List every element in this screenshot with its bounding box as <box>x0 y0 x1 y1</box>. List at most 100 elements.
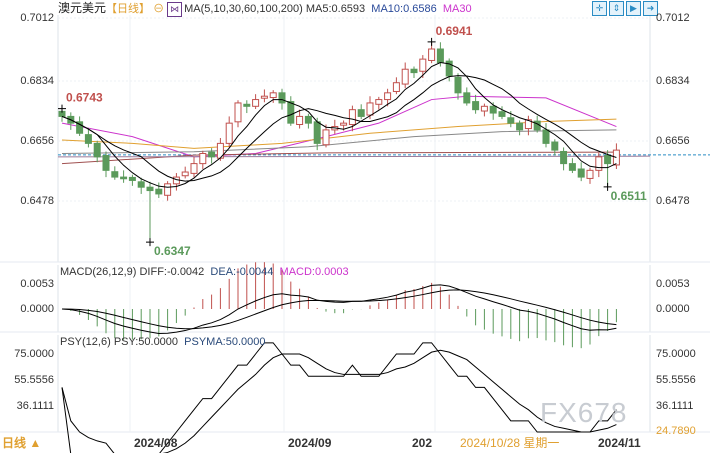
candle-body <box>111 171 119 178</box>
candle-body <box>445 60 453 77</box>
extreme-label: 0.6347 <box>154 244 191 258</box>
x-tick: 202 <box>412 436 433 450</box>
candle-body <box>260 95 268 99</box>
ma10-line <box>61 75 617 182</box>
extreme-marker <box>603 182 612 191</box>
candle-body <box>472 101 480 111</box>
y-tick: 0.6478 <box>20 195 54 207</box>
candle-body <box>392 82 400 92</box>
cursor-date: 2024/10/28 星期一 <box>460 436 560 450</box>
toolbar: ✛ ⇕ ▶ ➜ <box>592 1 660 16</box>
macd-diff-line <box>61 284 617 334</box>
candle-body <box>401 68 409 85</box>
candle-body <box>128 176 136 181</box>
extreme-label: 0.6511 <box>611 189 647 203</box>
candle-body <box>384 92 392 101</box>
symbol-title: 澳元美元 <box>58 1 107 15</box>
ma100-line <box>61 129 617 154</box>
candle-body <box>225 122 233 144</box>
indicator-icon[interactable]: ⋈ <box>167 2 183 17</box>
candle-body <box>357 109 365 117</box>
candle-body <box>181 171 189 177</box>
psy-tick-right: 55.5556 <box>656 374 696 386</box>
macd-label: MACD(26,12,9) <box>60 266 137 278</box>
ma5-value: MA5:0.6593 <box>305 3 366 15</box>
macd-value: MACD:0.0003 <box>279 266 349 278</box>
candle-body <box>76 121 84 134</box>
zoom-out-icon[interactable]: ▶ <box>626 1 641 16</box>
candle-body <box>428 48 436 61</box>
candle-body <box>454 76 462 94</box>
candle-body <box>313 121 321 144</box>
candle-body <box>568 163 576 171</box>
ma30-line <box>61 95 617 158</box>
candle-body <box>252 99 260 107</box>
scroll-right-icon[interactable]: ➜ <box>643 1 658 16</box>
candle-body <box>516 122 524 131</box>
candle-body <box>190 163 198 174</box>
macd-tick-right: 0.0053 <box>656 278 690 290</box>
psy-tick-right-current: 24.7890 <box>656 425 696 437</box>
extreme-label: 0.6941 <box>436 24 473 38</box>
extreme-label: 0.6743 <box>66 91 103 105</box>
candle-body <box>410 68 418 74</box>
psy-legend: PSY(12,6) PSY:50.0000 PSYMA:50.0000 <box>60 336 266 349</box>
candle-body <box>199 152 207 165</box>
psy-tick-right: 75.0000 <box>656 348 696 360</box>
macd-tick: 0.0053 <box>20 278 54 290</box>
psy-line <box>61 342 617 453</box>
ma30-label: MA30 <box>442 3 472 15</box>
candle-body <box>155 188 163 195</box>
x-tick: 2024/08 <box>134 436 178 450</box>
candle-body <box>507 117 515 124</box>
candle-body <box>524 119 532 130</box>
candle-body <box>322 129 330 146</box>
y-tick-right: 0.7012 <box>656 12 690 24</box>
psyma-line <box>61 349 617 453</box>
candle-body <box>551 141 559 151</box>
period-label[interactable]: 【日线】 <box>106 3 151 15</box>
extreme-marker <box>427 37 436 46</box>
extreme-marker <box>146 238 154 247</box>
ma5-line <box>61 61 617 188</box>
ma200-line <box>61 151 617 165</box>
psyma-value: PSYMA:50.0000 <box>184 336 266 348</box>
y-tick: 0.6656 <box>20 135 54 147</box>
candle-body <box>463 92 471 104</box>
ma-line-extra <box>57 155 651 158</box>
y-tick-right: 0.6656 <box>656 135 690 147</box>
psy-tick: 75.0000 <box>14 348 54 360</box>
y-tick-right: 0.6478 <box>656 195 690 207</box>
psy-value: PSY:50.0000 <box>113 336 179 348</box>
y-tick: 0.7012 <box>20 12 54 24</box>
settings-icon[interactable]: ⊖ <box>153 3 165 15</box>
y-tick-right: 0.6834 <box>656 75 690 87</box>
candle-body <box>577 168 585 178</box>
crosshair-icon[interactable]: ✛ <box>592 1 607 16</box>
candle-body <box>278 92 286 104</box>
candle-body <box>234 102 242 123</box>
ma10-value: MA10:0.6586 <box>371 3 437 15</box>
candle-body <box>304 115 312 124</box>
psy-tick-right: 36.1111 <box>656 400 694 412</box>
candle-body <box>102 155 110 171</box>
candle-body <box>436 48 444 63</box>
psy-label: PSY(12,6) <box>60 336 111 348</box>
candle-body <box>560 150 568 165</box>
candle-body <box>93 142 101 158</box>
psy-tick: 36.1111 <box>16 400 54 412</box>
candle-body <box>137 181 145 188</box>
psy-tick: 55.5556 <box>14 374 54 386</box>
period-toggle[interactable]: 日线 ▲ <box>2 436 42 450</box>
watermark: FX678 <box>540 397 628 428</box>
candle-body <box>375 99 383 105</box>
candle-body <box>146 186 154 192</box>
header: 澳元美元【日线】 ⊖ ⋈ MA(5,10,30,60,100,200) MA5:0… <box>58 2 472 17</box>
candle-body <box>84 134 92 144</box>
candle-body <box>208 151 216 158</box>
macd-diff: DIFF:-0.0042 <box>139 266 205 278</box>
x-tick: 2024/09 <box>288 436 332 450</box>
candle-body <box>419 58 427 72</box>
zoom-in-icon[interactable]: ⇕ <box>609 1 624 16</box>
